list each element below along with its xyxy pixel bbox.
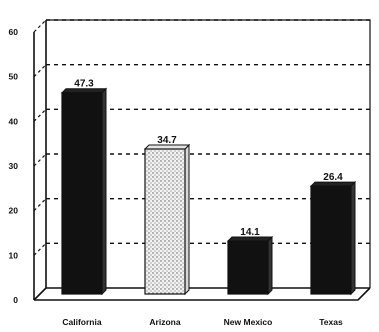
gridline-depth <box>33 242 47 256</box>
bar-new-mexico <box>227 240 269 295</box>
gridline-depth <box>33 19 47 33</box>
bar-texas <box>310 185 352 295</box>
gridline-depth <box>33 153 47 167</box>
category-label: California <box>62 317 101 327</box>
gridline-depth <box>33 108 47 122</box>
gridline-depth <box>33 198 47 212</box>
gridlines <box>33 19 370 256</box>
value-labels: 47.3 34.7 14.1 26.4 <box>74 79 343 238</box>
y-tick-label: 60 <box>9 27 19 37</box>
value-label: 26.4 <box>323 172 343 183</box>
bar-california <box>61 92 103 295</box>
category-labels: California Arizona New Mexico Texas <box>62 317 343 327</box>
value-label: 47.3 <box>74 79 94 90</box>
bar-arizona <box>144 148 186 295</box>
bars <box>60 87 357 296</box>
value-label: 14.1 <box>240 227 260 238</box>
y-tick-label: 0 <box>13 295 18 305</box>
category-label: New Mexico <box>224 317 273 327</box>
y-tick-label: 50 <box>9 72 19 82</box>
y-tick-label: 40 <box>9 116 19 126</box>
y-tick-label: 10 <box>9 250 19 260</box>
y-tick-label: 30 <box>9 161 19 171</box>
y-axis-ticks: 0 10 20 30 40 50 60 <box>9 27 19 305</box>
category-label: Arizona <box>149 317 180 327</box>
y-tick-label: 20 <box>9 206 19 216</box>
floor-edge <box>34 287 371 301</box>
value-label: 34.7 <box>157 135 177 146</box>
gridline-depth <box>33 64 47 78</box>
category-label: Texas <box>319 317 343 327</box>
bar-side <box>184 143 190 296</box>
bar-side <box>350 180 356 296</box>
bar-side <box>267 235 273 296</box>
floor-corner <box>33 287 47 301</box>
